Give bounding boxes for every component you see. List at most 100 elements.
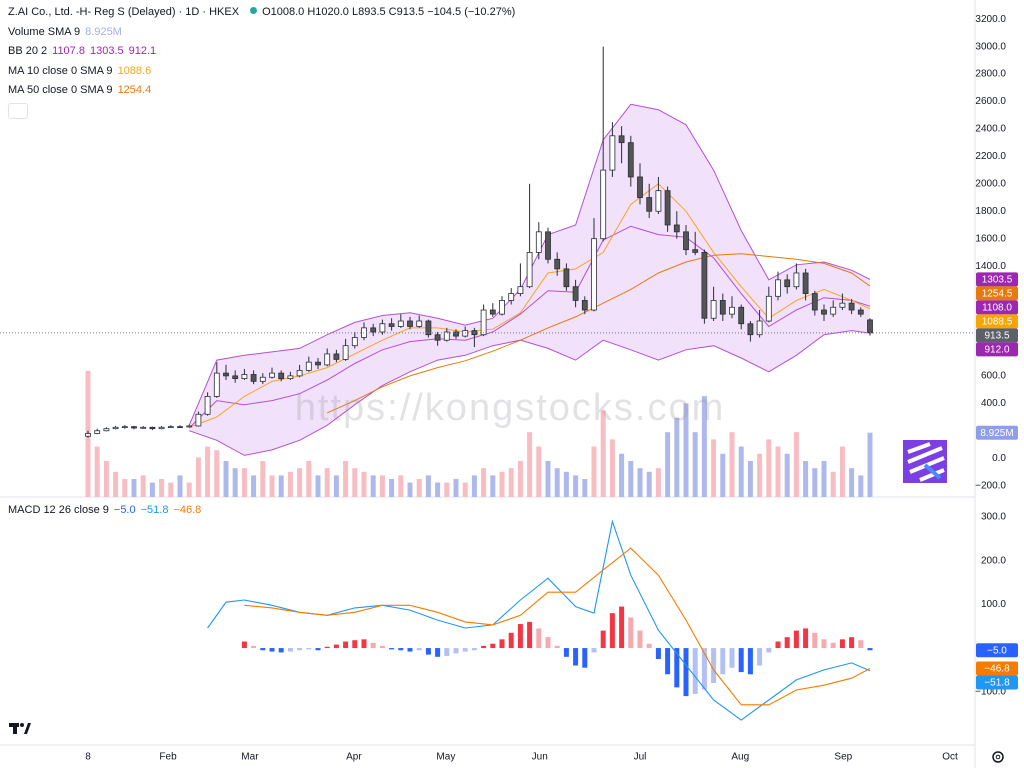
x-tick-label: Jul <box>634 752 647 763</box>
candle-body <box>177 426 183 429</box>
macd-histogram-bar <box>407 648 413 652</box>
macd-histogram-bar <box>462 648 468 652</box>
candle-body <box>407 320 413 327</box>
volume-bar <box>573 475 579 497</box>
candle-body <box>103 428 110 432</box>
collapse-button[interactable] <box>8 102 28 119</box>
legend-value: 1254.4 <box>117 84 152 96</box>
legend-value: −51.8 <box>140 504 169 516</box>
x-tick-label: Feb <box>159 752 177 763</box>
macd-histogram-bar <box>637 630 643 649</box>
macd-histogram-bar <box>803 628 809 649</box>
candle-body <box>554 258 561 270</box>
candle-body <box>158 426 165 430</box>
y-tick-label: 2000.0 <box>975 178 1006 189</box>
candle-body <box>811 293 818 311</box>
macd-histogram-bar <box>471 648 477 651</box>
macd-histogram-bar <box>333 644 339 649</box>
volume-bar <box>195 457 201 497</box>
volume-bar <box>398 475 404 497</box>
macd-histogram-bar <box>600 630 606 649</box>
macd-histogram-bar <box>563 648 569 657</box>
macd-histogram-bar <box>389 648 395 650</box>
candle-body <box>333 353 340 360</box>
y-tick-label: 400.0 <box>981 398 1006 409</box>
legend-label: BB 20 2 <box>8 45 48 57</box>
y-tick-label: 300.0 <box>981 512 1006 523</box>
volume-bar <box>177 475 183 497</box>
volume-bar <box>711 439 717 497</box>
volume-bar <box>812 468 818 497</box>
candle-body <box>232 375 239 380</box>
price-tag <box>976 314 1018 329</box>
volume-bar <box>591 446 597 497</box>
volume-bar <box>140 475 146 497</box>
volume-bar <box>131 478 137 497</box>
y-tick-label: 2400.0 <box>975 124 1006 135</box>
macd-histogram-bar <box>435 648 441 657</box>
volume-bar <box>297 468 303 497</box>
macd-histogram-bar <box>812 632 818 649</box>
candle-body <box>361 327 367 338</box>
macd-histogram-bar <box>628 617 634 649</box>
volume-bar <box>232 468 238 497</box>
candle-body <box>85 433 91 437</box>
candle-body <box>112 426 119 430</box>
y-tick-label: 1800.0 <box>975 206 1006 217</box>
candle-body <box>591 238 597 311</box>
bb-basis <box>188 225 871 429</box>
candle-body <box>351 337 358 347</box>
y-tick-label: 200.0 <box>981 555 1006 566</box>
candle-body <box>204 396 211 415</box>
price-tag-label: −5.0 <box>987 645 1007 656</box>
price-tag-label: −46.8 <box>984 664 1010 675</box>
candle-body <box>489 309 496 315</box>
candle-body <box>600 169 607 240</box>
candle-body <box>296 369 303 377</box>
volume-bar <box>333 475 339 497</box>
volume-bar <box>793 432 799 497</box>
price-tag-label: 912.0 <box>984 345 1009 356</box>
macd-histogram-bar <box>655 648 661 659</box>
legend-label: Volume SMA 9 <box>8 25 81 38</box>
candle-body <box>223 372 229 377</box>
macd-histogram-bar <box>674 648 680 688</box>
legend-value: 1088.6 <box>117 64 152 77</box>
candle-body <box>241 374 248 380</box>
settings-gear[interactable] <box>992 751 1004 763</box>
volume-bar <box>205 446 211 497</box>
price-tag <box>976 328 1018 343</box>
candle-body <box>839 302 846 308</box>
candle-body <box>563 268 570 288</box>
volume-bar <box>508 468 514 497</box>
y-tick-label: −200.0 <box>975 480 1006 491</box>
price-tag-label: 8.925M <box>980 428 1013 439</box>
candle-body <box>692 249 699 253</box>
y-tick-label: 600.0 <box>981 371 1006 382</box>
candle-body <box>388 323 395 327</box>
candle-body <box>342 345 349 360</box>
macd-histogram-bar <box>278 648 284 653</box>
candle-body <box>508 293 515 301</box>
volume-bar <box>389 478 395 497</box>
legend-value: 1107.8 <box>52 45 85 57</box>
macd-histogram-bar <box>793 630 799 649</box>
ohlc: O1008.0 H1020.0 L893.5 C913.5 −104.5 (−1… <box>262 6 516 18</box>
macd-histogram-bar <box>775 641 781 649</box>
candle-body <box>140 426 147 429</box>
macd-histogram-bar <box>241 641 247 649</box>
legend-label: MACD 12 26 close 9 <box>8 504 109 516</box>
volume-bar <box>251 475 257 497</box>
ma-line <box>189 183 871 428</box>
candle-body <box>747 323 754 336</box>
candle-body <box>729 306 735 315</box>
ma-line <box>326 253 871 414</box>
macd-histogram-bar <box>343 641 349 649</box>
volume-bar <box>122 478 128 497</box>
volume-bar <box>803 460 809 497</box>
volume-bar <box>849 468 855 497</box>
price-tag-label: 1108.0 <box>982 303 1012 314</box>
volume-bar <box>94 446 100 497</box>
status-dot <box>250 7 258 14</box>
